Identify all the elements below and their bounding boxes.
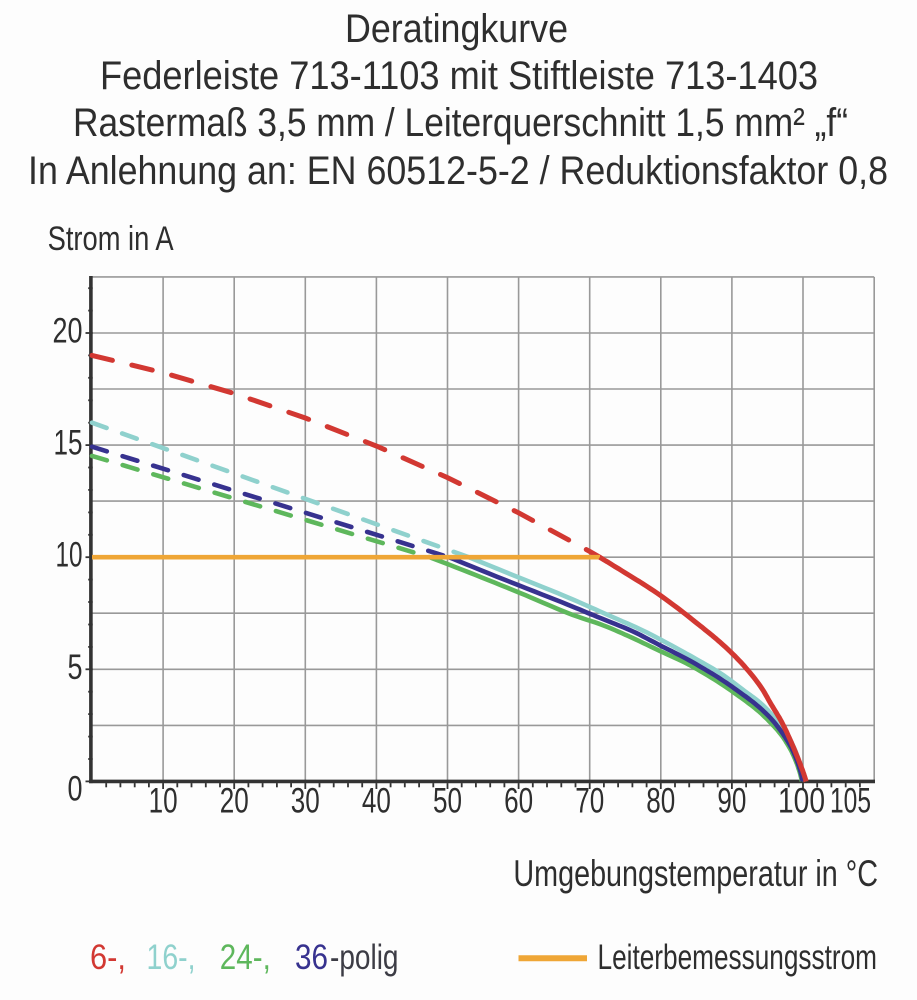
svg-text:20: 20: [53, 312, 83, 351]
svg-text:10: 10: [56, 536, 83, 575]
svg-text:24-,: 24-,: [220, 938, 271, 977]
svg-text:Umgebungstemperatur in °C: Umgebungstemperatur in °C: [513, 853, 878, 894]
svg-text:40: 40: [362, 782, 391, 821]
svg-text:Federleiste 713-1103 mit Stift: Federleiste 713-1103 mit Stiftleiste 713…: [100, 54, 818, 98]
svg-text:90: 90: [717, 782, 746, 821]
svg-text:Rastermaß 3,5 mm / Leiterquers: Rastermaß 3,5 mm / Leiterquerschnitt 1,5…: [73, 101, 848, 145]
svg-text:In Anlehnung an: EN 60512-5-2: In Anlehnung an: EN 60512-5-2 / Reduktio…: [28, 149, 888, 193]
svg-text:6-,: 6-,: [90, 938, 126, 977]
svg-text:-polig: -polig: [330, 938, 399, 977]
svg-text:30: 30: [291, 782, 320, 821]
svg-text:0: 0: [68, 770, 83, 809]
svg-text:Leiterbemessungsstrom: Leiterbemessungsstrom: [598, 938, 878, 977]
svg-text:10: 10: [149, 782, 178, 821]
svg-text:15: 15: [54, 424, 83, 463]
svg-text:Deratingkurve: Deratingkurve: [345, 7, 568, 51]
svg-text:100: 100: [778, 782, 825, 821]
svg-text:36: 36: [295, 938, 328, 977]
svg-text:50: 50: [433, 782, 462, 821]
svg-text:80: 80: [646, 782, 675, 821]
svg-text:16-,: 16-,: [147, 938, 196, 977]
svg-text:70: 70: [575, 782, 604, 821]
svg-text:5: 5: [68, 648, 83, 687]
svg-text:20: 20: [220, 782, 249, 821]
svg-text:60: 60: [504, 782, 533, 821]
svg-text:Strom in A: Strom in A: [48, 220, 174, 258]
svg-text:105: 105: [830, 782, 871, 821]
